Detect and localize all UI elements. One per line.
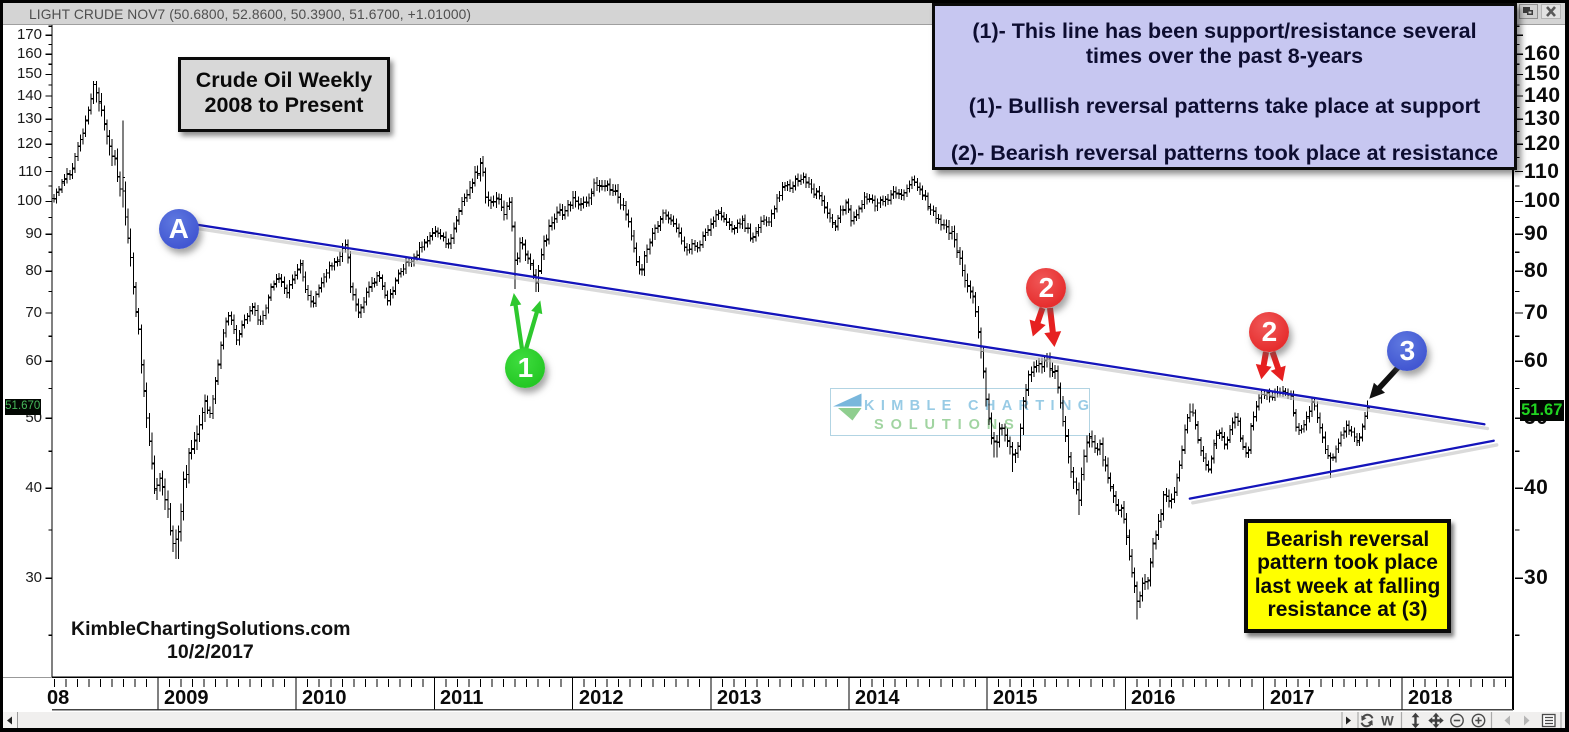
svg-text:W: W: [1381, 713, 1394, 728]
